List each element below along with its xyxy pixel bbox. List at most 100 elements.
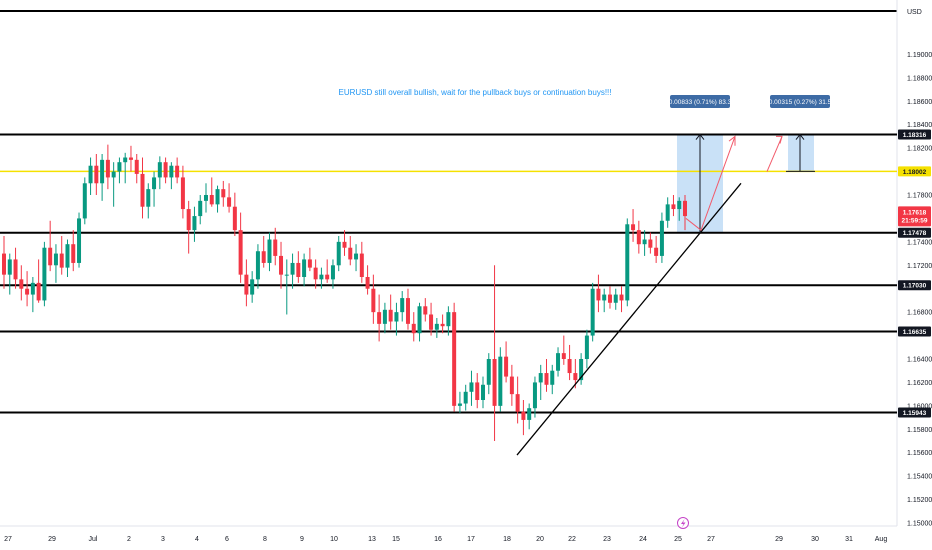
candle-body <box>440 323 445 327</box>
candle-body <box>677 200 682 210</box>
price-level-badge <box>898 129 931 140</box>
candle-body <box>382 309 387 324</box>
x-tick-label: Jul <box>89 536 98 543</box>
candle-body <box>290 262 295 275</box>
x-tick-label: 16 <box>434 536 442 543</box>
x-tick-label: 27 <box>4 536 12 543</box>
y-tick-label: 1.16800 <box>907 310 932 317</box>
measurement-badge-1-text: 0.00833 (0.71%) 83.3 <box>669 99 732 106</box>
candle-body <box>532 382 537 409</box>
candle-body <box>307 259 312 268</box>
x-tick-label: 29 <box>48 536 56 543</box>
candle-body <box>238 230 243 275</box>
candle-body <box>561 353 566 359</box>
candle-body <box>227 197 232 207</box>
candle-body <box>82 183 87 219</box>
candle-body <box>515 394 520 412</box>
candle-body <box>590 288 595 336</box>
price-level-badge-text: 1.17478 <box>903 230 927 237</box>
candle-body <box>19 279 24 289</box>
candle-body <box>215 189 220 205</box>
candle-body <box>100 159 105 184</box>
x-tick-label: 4 <box>195 536 199 543</box>
x-tick-label: 17 <box>467 536 475 543</box>
candle-body <box>527 408 532 420</box>
y-tick-label: 1.18400 <box>907 122 932 129</box>
x-tick-label: Aug <box>875 536 888 543</box>
candle-body <box>163 162 168 178</box>
measurement-zone-2 <box>788 134 814 172</box>
candle-body <box>330 265 335 280</box>
candle-body <box>71 244 76 263</box>
candle-body <box>365 277 370 289</box>
price-level-badge <box>898 227 931 238</box>
candle-body <box>388 309 393 322</box>
candle-body <box>7 259 12 275</box>
candle-body <box>250 279 255 295</box>
price-level-badge <box>898 326 931 337</box>
candle-body <box>642 239 647 245</box>
candle-body <box>463 391 468 404</box>
candle-body <box>538 373 543 383</box>
projection-path-2[interactable] <box>766 136 783 172</box>
x-tick-label: 15 <box>392 536 400 543</box>
measurement-badge-1: 0.00833 (0.71%) 83.3 <box>669 95 732 108</box>
x-tick-label: 24 <box>639 536 647 543</box>
trendline[interactable] <box>516 182 742 456</box>
current-price-badge <box>898 206 931 227</box>
candle-body <box>42 247 47 301</box>
candle-body <box>648 239 653 248</box>
candle-body <box>140 173 145 207</box>
candle-body <box>105 159 110 178</box>
measurement-badge-1-bg <box>670 95 730 108</box>
candle-body <box>377 312 382 324</box>
lightning-icon[interactable] <box>677 517 689 529</box>
candle-body <box>613 294 618 303</box>
y-tick-label: 1.15400 <box>907 474 932 481</box>
grid <box>0 0 898 527</box>
candle-body <box>342 241 347 248</box>
drawings[interactable] <box>516 133 815 456</box>
projection-path-1[interactable] <box>685 136 736 231</box>
candle-body <box>36 282 41 301</box>
x-tick-label: 6 <box>225 536 229 543</box>
candles <box>2 144 687 441</box>
candle-body <box>405 298 410 324</box>
measurement-zones <box>677 134 814 233</box>
x-tick-label: 8 <box>263 536 267 543</box>
x-tick-label: 2 <box>127 536 131 543</box>
candle-body <box>631 224 636 231</box>
candle-body <box>457 403 462 406</box>
candle-body <box>481 384 486 400</box>
candle-body <box>244 274 249 295</box>
candle-body <box>302 259 307 277</box>
candle-body <box>567 359 572 374</box>
candle-body <box>284 274 289 276</box>
candle-body <box>446 312 451 327</box>
candle-body <box>504 356 509 377</box>
measure-arrowhead-2 <box>795 133 805 140</box>
candle-body <box>123 157 128 163</box>
candle-body <box>77 218 82 263</box>
candle-body <box>2 253 6 275</box>
price-level-badge-text: 1.18002 <box>903 169 927 176</box>
price-level-badge <box>898 280 931 291</box>
y-tick-label: 1.16400 <box>907 357 932 364</box>
candle-body <box>475 382 480 400</box>
candle-body <box>325 274 330 280</box>
candle-body <box>607 294 612 303</box>
candle-body <box>659 220 664 256</box>
candle-body <box>261 251 266 263</box>
candle-body <box>498 356 503 406</box>
candle-body <box>192 216 197 231</box>
price-level-badge-text: 1.17030 <box>903 283 927 290</box>
candle-body <box>13 259 18 280</box>
candle-body <box>25 288 30 295</box>
measure-arrowhead-1 <box>695 133 705 140</box>
y-tick-label: 1.15000 <box>907 521 932 528</box>
candle-body <box>625 224 630 301</box>
x-tick-label: 9 <box>300 536 304 543</box>
candle-body <box>267 239 272 263</box>
candle-body <box>521 411 526 420</box>
